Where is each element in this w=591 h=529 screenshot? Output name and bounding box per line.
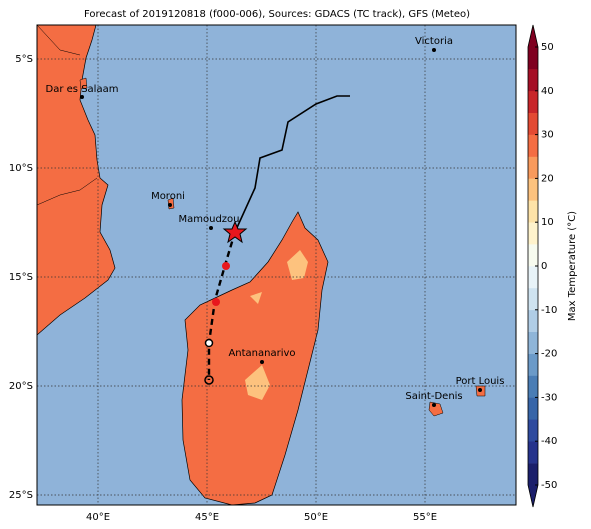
place-dot (80, 95, 84, 99)
colorbar-tick-label: 20 (541, 173, 554, 184)
colorbar-band (528, 309, 538, 332)
colorbar-band (528, 156, 538, 179)
africa (36, 24, 116, 336)
colorbar-band (528, 200, 538, 223)
colorbar-band (528, 463, 538, 486)
highland (245, 365, 270, 400)
place-dot (168, 203, 172, 207)
place-dot (478, 388, 482, 392)
place-dot (260, 360, 264, 364)
lat-label: 10°S (9, 163, 33, 174)
place-label: Mamoudzou (178, 214, 239, 225)
place-label: Victoria (415, 36, 453, 47)
colorbar-band (528, 397, 538, 420)
colorbar-band (528, 266, 538, 289)
forecast-point (212, 298, 220, 306)
highland (250, 292, 262, 304)
lon-label: 45°E (195, 512, 219, 523)
place-label: Moroni (151, 191, 185, 202)
place-dot (209, 226, 213, 230)
colorbar-label: Max Temperature (°C) (567, 211, 578, 321)
colorbar-tick-label: 40 (541, 86, 554, 97)
colorbar-band (528, 244, 538, 267)
colorbar-tick-label: 10 (541, 217, 554, 228)
lon-label: 40°E (86, 512, 110, 523)
colorbar-band (528, 112, 538, 135)
lat-label: 5°S (15, 54, 33, 65)
colorbar: -50 -40 -30 -20 -10 0 10 20 30 40 50 (527, 24, 557, 508)
colorbar-band (528, 222, 538, 245)
border (36, 177, 98, 206)
observed-track (234, 95, 350, 233)
colorbar-band (528, 47, 538, 70)
colorbar-tick-label: -10 (541, 305, 557, 316)
lat-label: 15°S (9, 272, 33, 283)
lon-label: 55°E (413, 512, 437, 523)
border (36, 24, 81, 56)
highland (287, 250, 308, 280)
colorbar-tick-label: -50 (541, 480, 557, 491)
colorbar-band (528, 375, 538, 398)
colorbar-extend (528, 25, 538, 47)
colorbar-band (528, 178, 538, 201)
map-frame (36, 24, 517, 506)
colorbar-band (528, 134, 538, 157)
colorbar-band (528, 68, 538, 92)
forecast-point (204, 338, 214, 348)
place-dot (432, 403, 436, 407)
place-label: Saint-Denis (405, 391, 462, 402)
forecast-point (204, 375, 214, 385)
place-label: Antananarivo (228, 348, 295, 359)
colorbar-tick-label: 0 (541, 261, 547, 272)
colorbar-band (528, 353, 538, 376)
colorbar-tick-label: -30 (541, 392, 557, 403)
colorbar-band (528, 287, 538, 311)
colorbar-band (528, 90, 538, 113)
colorbar-tick-label: -40 (541, 436, 557, 447)
forecast-point (222, 262, 230, 270)
madagascar (181, 211, 329, 506)
places: Victoria Dar es Salaam Moroni Mamoudzou Anta… (46, 36, 505, 407)
current-position (222, 220, 248, 244)
place-label: Dar es Salaam (46, 84, 119, 95)
lon-label: 50°E (304, 512, 328, 523)
colorbar-band (528, 441, 538, 464)
colorbar-band (528, 419, 538, 442)
lat-label: 20°S (9, 381, 33, 392)
colorbar-band (528, 331, 538, 354)
colorbar-tick-label: -20 (541, 349, 557, 360)
island (79, 77, 88, 90)
map-area: Victoria Dar es Salaam Moroni Mamoudzou Anta… (36, 24, 517, 506)
lat-label: 25°S (9, 490, 33, 501)
colorbar-tick-label: 50 (541, 42, 554, 53)
map-title: Forecast of 2019120818 (f000-006), Sourc… (84, 9, 470, 20)
graticule (37, 25, 516, 505)
place-label: Port Louis (456, 376, 505, 387)
colorbar-tick-label: 30 (541, 130, 554, 141)
place-dot (432, 48, 436, 52)
colorbar-extend (528, 485, 538, 507)
